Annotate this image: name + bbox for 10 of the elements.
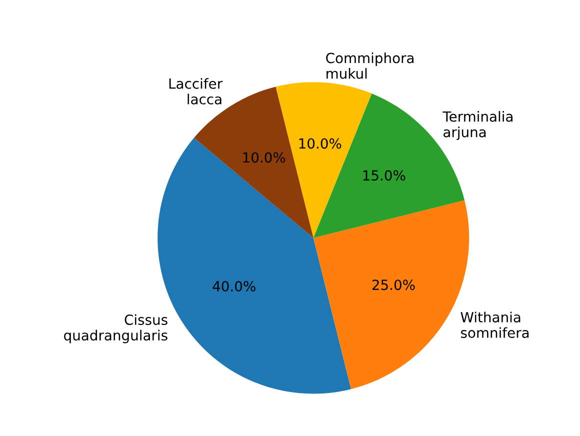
slice-label: Terminalia arjuna: [442, 111, 512, 140]
slice-label: Cissus quadrangularis: [64, 314, 168, 344]
slice-label: Commiphora mukul: [326, 52, 414, 79]
slice-label: Laccifer lacca: [169, 78, 223, 104]
data-label: 40.0%: [212, 280, 256, 292]
data-label: 15.0%: [363, 170, 406, 181]
data-label: 10.0%: [299, 138, 342, 149]
data-label: 10.0%: [243, 152, 286, 163]
slice-label: Withania somnifera: [460, 312, 529, 338]
data-label: 25.0%: [372, 280, 415, 290]
